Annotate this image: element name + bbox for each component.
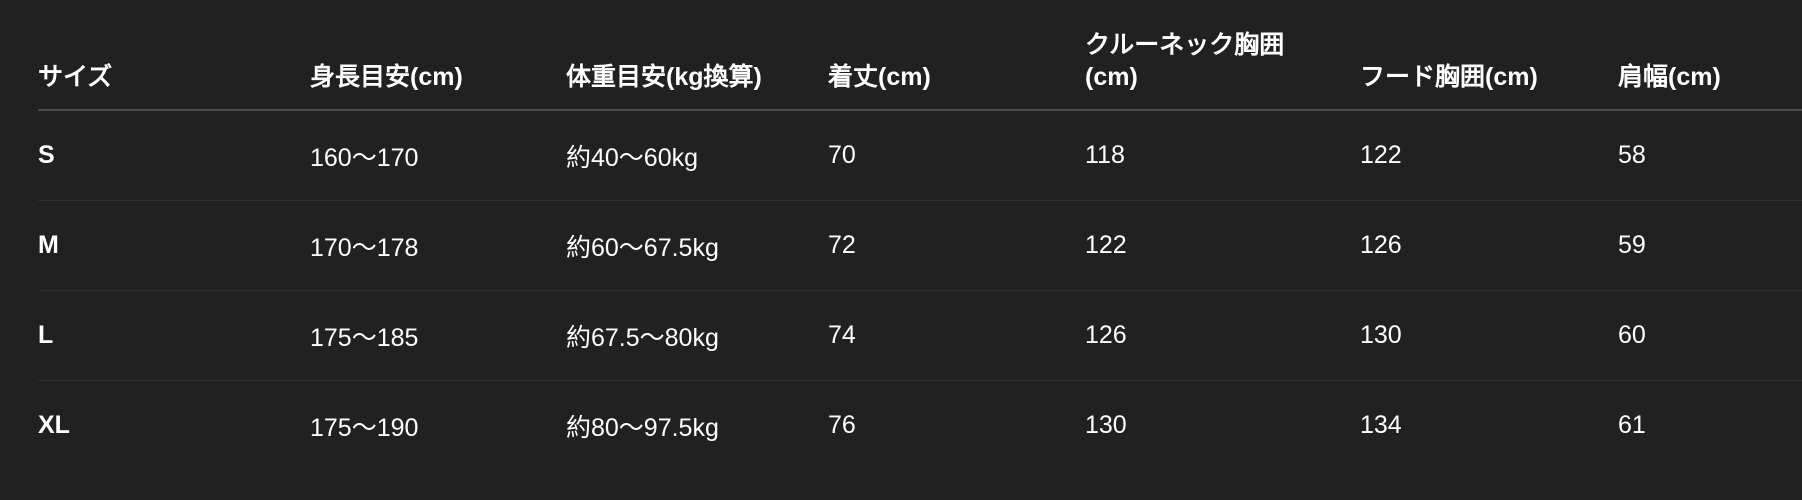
cell-size: M [38,200,310,291]
table-row: M 170〜178 約60〜67.5kg 72 122 126 59 [38,200,1802,291]
header-row: サイズ 身長目安(cm) 体重目安(kg換算) 着丈(cm) クルーネック胸囲(… [38,0,1802,111]
header-height: 身長目安(cm) [310,0,566,111]
size-chart-table: サイズ 身長目安(cm) 体重目安(kg換算) 着丈(cm) クルーネック胸囲(… [38,0,1802,470]
cell-shoulder: 60 [1618,290,1802,381]
table-row: XL 175〜190 約80〜97.5kg 76 130 134 61 [38,381,1802,471]
table-row: S 160〜170 約40〜60kg 70 118 122 58 [38,110,1802,201]
cell-shoulder: 58 [1618,110,1802,201]
cell-weight: 約40〜60kg [566,110,828,201]
cell-height: 175〜185 [310,290,566,381]
cell-hood-chest: 122 [1360,110,1618,201]
header-shoulder: 肩幅(cm) [1618,0,1802,111]
cell-crewneck-chest: 118 [1085,110,1360,201]
cell-size: L [38,290,310,381]
cell-shoulder: 59 [1618,200,1802,291]
header-hood-chest: フード胸囲(cm) [1360,0,1618,111]
cell-weight: 約80〜97.5kg [566,413,719,442]
cell-size: XL [38,411,70,439]
cell-hood-chest: 134 [1360,411,1402,439]
cell-shoulder: 61 [1618,411,1646,439]
cell-height: 160〜170 [310,110,566,201]
header-weight: 体重目安(kg換算) [566,0,828,111]
cell-length: 74 [828,290,1085,381]
header-crewneck-chest: クルーネック胸囲(cm) [1085,0,1360,111]
cell-crewneck-chest: 126 [1085,290,1360,381]
header-length: 着丈(cm) [828,0,1085,111]
cell-crewneck-chest: 130 [1085,411,1127,439]
table-row: L 175〜185 約67.5〜80kg 74 126 130 60 [38,290,1802,381]
cell-size: S [38,110,310,201]
cell-height: 170〜178 [310,200,566,291]
cell-hood-chest: 126 [1360,200,1618,291]
header-size: サイズ [38,0,310,111]
cell-length: 72 [828,200,1085,291]
cell-weight: 約67.5〜80kg [566,290,828,381]
cell-hood-chest: 130 [1360,290,1618,381]
cell-height: 175〜190 [310,413,419,442]
cell-length: 76 [828,411,856,439]
cell-length: 70 [828,110,1085,201]
cell-weight: 約60〜67.5kg [566,200,828,291]
cell-crewneck-chest: 122 [1085,200,1360,291]
